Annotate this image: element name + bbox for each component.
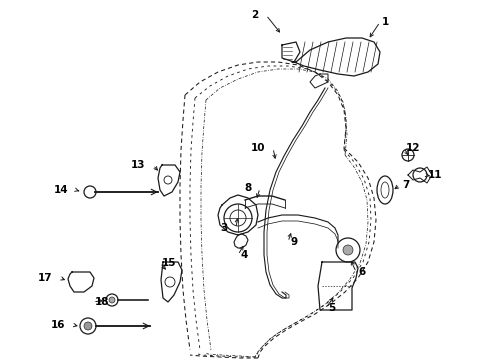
Circle shape — [84, 186, 96, 198]
Text: 17: 17 — [37, 273, 52, 283]
Ellipse shape — [377, 176, 393, 204]
Circle shape — [164, 176, 172, 184]
Circle shape — [165, 277, 175, 287]
Text: 12: 12 — [406, 143, 420, 153]
Circle shape — [109, 297, 115, 303]
Text: 1: 1 — [382, 17, 389, 27]
Text: 11: 11 — [428, 170, 442, 180]
Text: 14: 14 — [53, 185, 68, 195]
Circle shape — [230, 210, 246, 226]
Text: 16: 16 — [50, 320, 65, 330]
Text: 10: 10 — [250, 143, 265, 153]
Circle shape — [106, 294, 118, 306]
Text: 8: 8 — [245, 183, 252, 193]
Circle shape — [84, 322, 92, 330]
Circle shape — [343, 245, 353, 255]
Circle shape — [224, 204, 252, 232]
Text: 4: 4 — [240, 250, 247, 260]
Text: 3: 3 — [221, 223, 228, 233]
Circle shape — [80, 318, 96, 334]
Circle shape — [336, 238, 360, 262]
Text: 7: 7 — [402, 180, 409, 190]
Text: 18: 18 — [95, 297, 109, 307]
Text: 5: 5 — [328, 303, 335, 313]
Text: 2: 2 — [251, 10, 258, 20]
Circle shape — [402, 149, 414, 161]
Circle shape — [413, 168, 427, 182]
Text: 9: 9 — [290, 237, 297, 247]
Text: 13: 13 — [130, 160, 145, 170]
Ellipse shape — [381, 182, 389, 198]
Text: 6: 6 — [358, 267, 365, 277]
Text: 15: 15 — [162, 258, 176, 268]
